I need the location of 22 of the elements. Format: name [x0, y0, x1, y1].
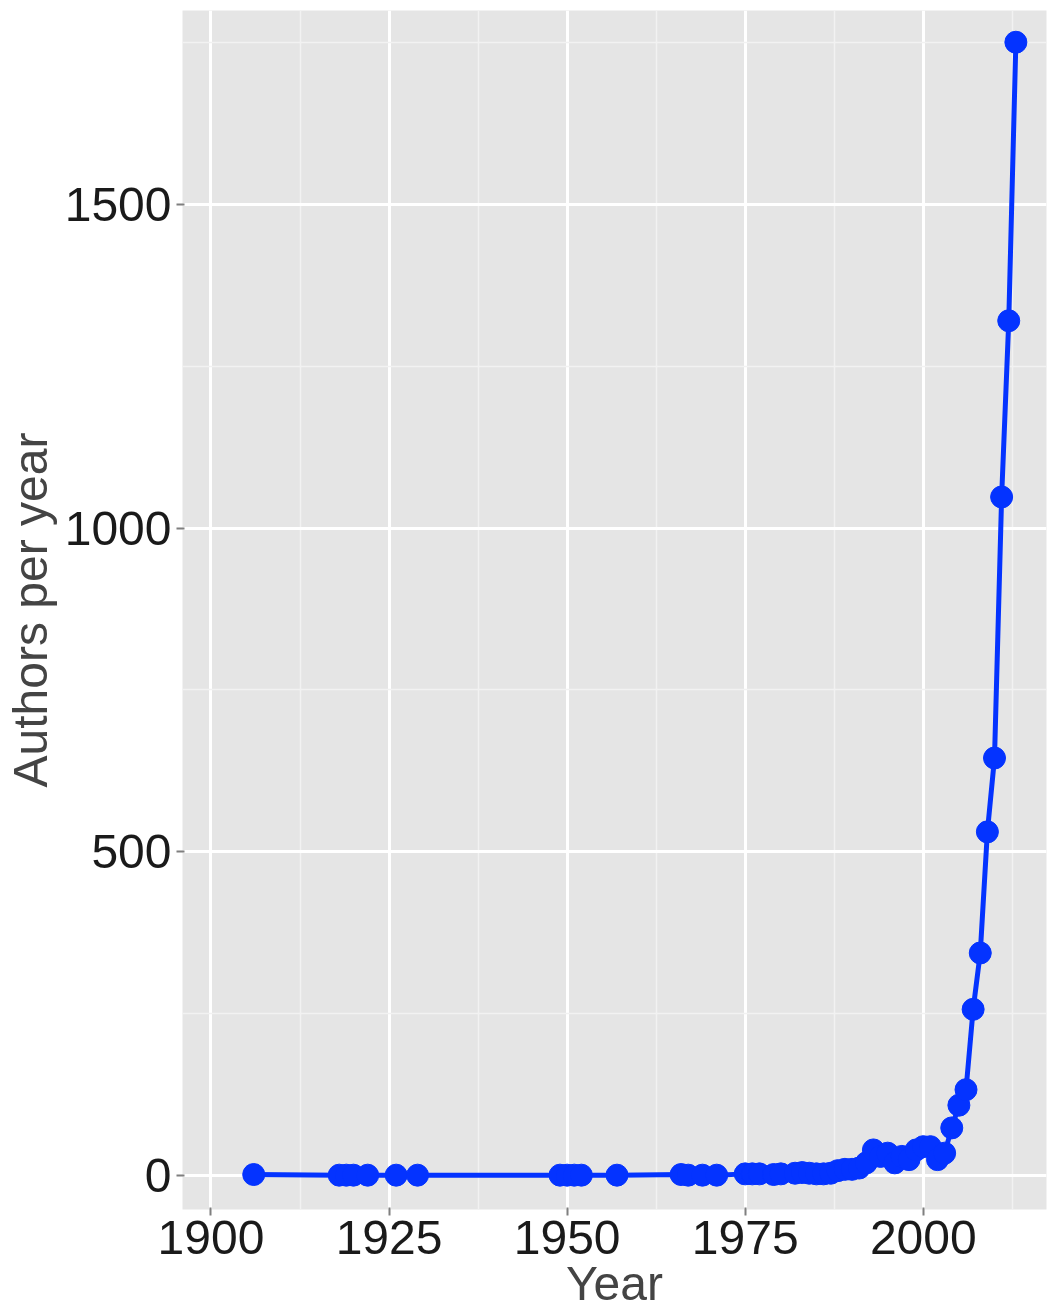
point	[961, 997, 985, 1021]
point	[940, 1116, 964, 1140]
x-tick-label: 1975	[691, 1210, 799, 1264]
y-tick-label: 0	[144, 1149, 172, 1203]
y-tick-label: 500	[91, 825, 172, 879]
x-tick-label: 1900	[157, 1210, 265, 1264]
x-tick-label: 2000	[869, 1210, 977, 1264]
point	[406, 1163, 430, 1187]
y-tick-label: 1000	[64, 501, 172, 555]
x-tick-label: 1925	[335, 1210, 443, 1264]
point	[605, 1163, 629, 1187]
y-tick-label: 1500	[64, 177, 172, 231]
point	[384, 1163, 408, 1187]
point	[1004, 30, 1028, 54]
point	[983, 746, 1006, 770]
point	[990, 485, 1014, 509]
point	[954, 1078, 978, 1102]
point	[997, 309, 1021, 333]
point	[242, 1163, 266, 1186]
point	[975, 820, 999, 844]
point	[968, 941, 992, 965]
y-axis-title: Authors per year	[3, 432, 57, 788]
